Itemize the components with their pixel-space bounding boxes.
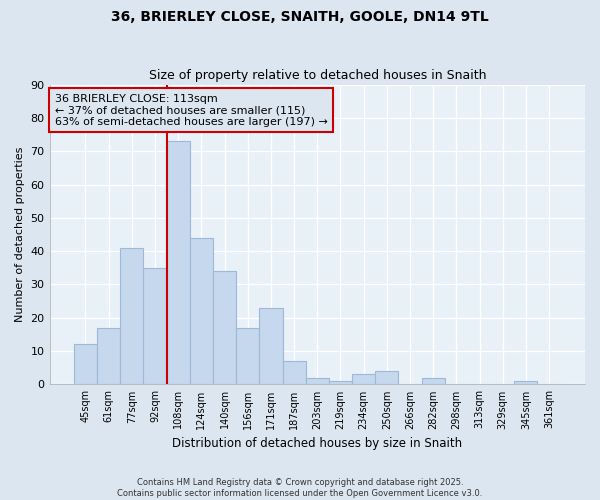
- Bar: [259, 308, 283, 384]
- Text: 36 BRIERLEY CLOSE: 113sqm
← 37% of detached houses are smaller (115)
63% of semi: 36 BRIERLEY CLOSE: 113sqm ← 37% of detac…: [55, 94, 328, 127]
- Bar: [375, 371, 398, 384]
- Bar: [167, 141, 190, 384]
- Bar: [352, 374, 375, 384]
- Y-axis label: Number of detached properties: Number of detached properties: [15, 147, 25, 322]
- Bar: [283, 361, 305, 384]
- Bar: [514, 381, 538, 384]
- Bar: [143, 268, 167, 384]
- Text: Contains HM Land Registry data © Crown copyright and database right 2025.
Contai: Contains HM Land Registry data © Crown c…: [118, 478, 482, 498]
- Title: Size of property relative to detached houses in Snaith: Size of property relative to detached ho…: [149, 69, 486, 82]
- Bar: [422, 378, 445, 384]
- X-axis label: Distribution of detached houses by size in Snaith: Distribution of detached houses by size …: [172, 437, 463, 450]
- Bar: [97, 328, 120, 384]
- Text: 36, BRIERLEY CLOSE, SNAITH, GOOLE, DN14 9TL: 36, BRIERLEY CLOSE, SNAITH, GOOLE, DN14 …: [111, 10, 489, 24]
- Bar: [329, 381, 352, 384]
- Bar: [74, 344, 97, 385]
- Bar: [120, 248, 143, 384]
- Bar: [305, 378, 329, 384]
- Bar: [236, 328, 259, 384]
- Bar: [190, 238, 213, 384]
- Bar: [213, 271, 236, 384]
